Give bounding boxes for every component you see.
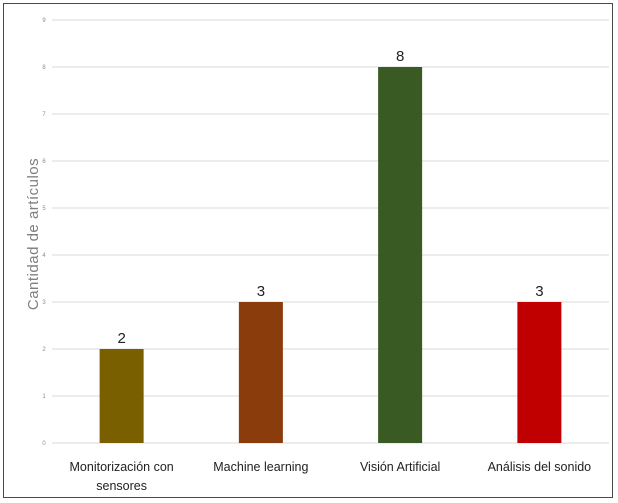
y-tick-label: 8 [42,65,46,71]
data-label: 8 [396,48,404,65]
bar [99,349,144,443]
x-category-label: Machine learning [213,460,308,474]
bar-chart: 0 1 2 3 4 5 6 7 8 9 2 3 8 3 Monitorización con sensor… [25,18,609,493]
y-tick-label: 3 [42,300,46,306]
y-tick-label: 0 [42,441,46,447]
x-category-label: Monitorización con sensores [70,460,174,493]
x-axis-categories: Monitorización con sensores Machine learni… [70,460,592,493]
bar [238,302,283,443]
y-tick-label: 1 [42,394,46,400]
data-label: 3 [257,283,265,300]
y-tick-label: 2 [42,347,46,353]
y-tick-label: 9 [42,18,46,24]
data-labels: 2 3 8 3 [117,48,543,347]
y-axis-ticks: 0 1 2 3 4 5 6 7 8 9 [42,18,46,447]
gridlines [52,19,609,444]
data-label: 3 [535,283,543,300]
bar [517,302,562,443]
bar [378,67,423,443]
y-tick-label: 6 [42,159,46,165]
y-tick-label: 5 [42,206,46,212]
y-tick-label: 4 [42,253,46,259]
y-axis-title: Cantidad de artículos [25,158,42,310]
y-tick-label: 7 [42,112,46,118]
bars [99,67,562,443]
data-label: 2 [117,330,125,347]
x-category-label: Análisis del sonido [488,460,592,474]
chart-frame: 0 1 2 3 4 5 6 7 8 9 2 3 8 3 Monitorización con sensor… [3,3,613,498]
x-category-label: Visión Artificial [360,460,440,474]
